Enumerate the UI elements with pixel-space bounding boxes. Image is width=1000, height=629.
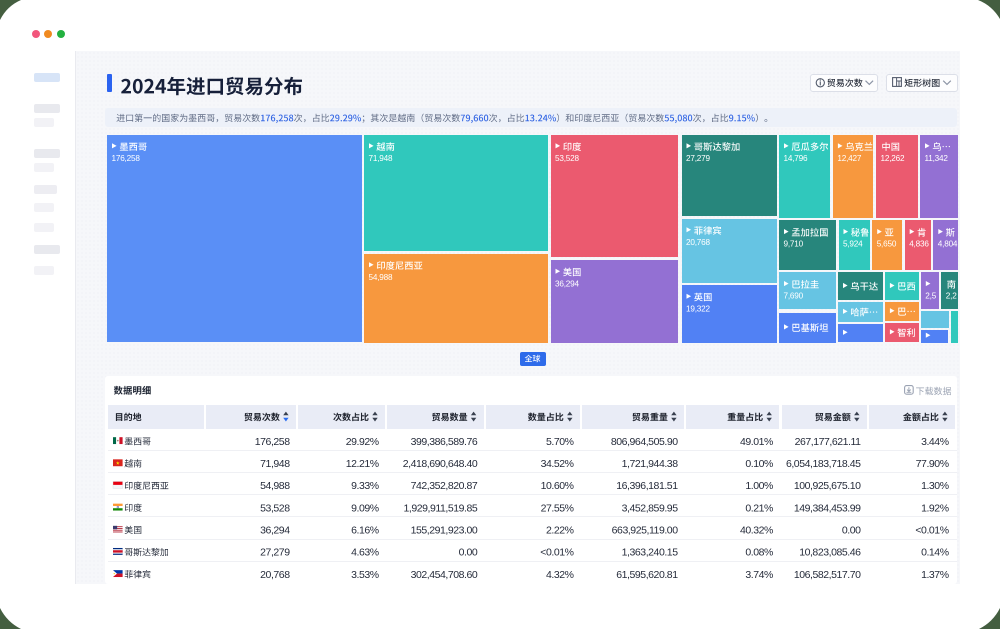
svg-text:302,454,708.60: 302,454,708.60: [411, 569, 478, 581]
svg-text:1.92%: 1.92%: [921, 502, 949, 514]
svg-text:10,823,085.46: 10,823,085.46: [799, 547, 861, 559]
svg-text:12.21%: 12.21%: [346, 458, 379, 470]
svg-text:1.00%: 1.00%: [745, 480, 773, 492]
svg-text:40.32%: 40.32%: [740, 525, 773, 537]
svg-text:4.63%: 4.63%: [351, 547, 379, 559]
svg-text:1,363,240.15: 1,363,240.15: [622, 547, 679, 559]
svg-text:2.22%: 2.22%: [546, 525, 574, 537]
svg-text:0.14%: 0.14%: [921, 547, 949, 559]
svg-text:34.52%: 34.52%: [541, 458, 574, 470]
svg-text:149,384,453.99: 149,384,453.99: [794, 502, 861, 514]
svg-text:106,582,517.70: 106,582,517.70: [794, 569, 861, 581]
svg-text:155,291,923.00: 155,291,923.00: [411, 525, 478, 537]
svg-text:36,294: 36,294: [555, 279, 579, 288]
svg-text:3,452,859.95: 3,452,859.95: [622, 502, 679, 514]
svg-text:11,342: 11,342: [925, 154, 949, 163]
svg-text:9.09%: 9.09%: [351, 502, 379, 514]
svg-text:27,279: 27,279: [260, 547, 290, 559]
svg-text:5,650: 5,650: [877, 240, 897, 249]
svg-text:176,258: 176,258: [255, 436, 290, 448]
svg-text:0.10%: 0.10%: [745, 458, 773, 470]
svg-text:2,418,690,648.40: 2,418,690,648.40: [403, 458, 478, 470]
svg-text:16,396,181.51: 16,396,181.51: [616, 480, 678, 492]
svg-text:7,690: 7,690: [784, 292, 804, 301]
svg-text:4,804: 4,804: [938, 240, 958, 249]
svg-text:71,948: 71,948: [369, 154, 393, 163]
svg-text:12,262: 12,262: [881, 154, 905, 163]
svg-text:71,948: 71,948: [260, 458, 290, 470]
svg-text:10.60%: 10.60%: [541, 480, 574, 492]
svg-text:100,925,675.10: 100,925,675.10: [794, 480, 861, 492]
svg-text:742,352,820.87: 742,352,820.87: [411, 480, 478, 492]
svg-text:19,322: 19,322: [686, 304, 710, 313]
svg-text:<0.01%: <0.01%: [540, 547, 573, 559]
svg-text:54,988: 54,988: [260, 480, 290, 492]
svg-text:9.33%: 9.33%: [351, 480, 379, 492]
svg-text:36,294: 36,294: [260, 525, 290, 537]
svg-text:29.92%: 29.92%: [346, 436, 379, 448]
svg-text:20,768: 20,768: [260, 569, 290, 581]
svg-text:53,528: 53,528: [555, 154, 579, 163]
svg-text:6,054,183,718.45: 6,054,183,718.45: [786, 458, 861, 470]
svg-text:1.30%: 1.30%: [921, 480, 949, 492]
svg-text:5.70%: 5.70%: [546, 436, 574, 448]
svg-text:1,721,944.38: 1,721,944.38: [622, 458, 679, 470]
svg-text:663,925,119.00: 663,925,119.00: [612, 525, 679, 537]
svg-text:12,427: 12,427: [837, 154, 861, 163]
svg-text:4.32%: 4.32%: [546, 569, 574, 581]
svg-text:1,929,911,519.85: 1,929,911,519.85: [404, 502, 478, 514]
svg-text:0.00: 0.00: [459, 547, 478, 559]
svg-text:399,386,589.76: 399,386,589.76: [411, 436, 478, 448]
svg-text:3.74%: 3.74%: [745, 569, 773, 581]
svg-text:53,528: 53,528: [260, 502, 290, 514]
svg-text:0.08%: 0.08%: [745, 547, 773, 559]
svg-text:27,279: 27,279: [686, 154, 710, 163]
svg-text:20,768: 20,768: [686, 238, 710, 247]
svg-text:1.37%: 1.37%: [921, 569, 949, 581]
svg-text:6.16%: 6.16%: [351, 525, 379, 537]
svg-text:61,595,620.81: 61,595,620.81: [616, 569, 678, 581]
svg-text:806,964,505.90: 806,964,505.90: [611, 436, 678, 448]
svg-text:<0.01%: <0.01%: [915, 525, 948, 537]
svg-text:49.01%: 49.01%: [740, 436, 773, 448]
svg-text:5,924: 5,924: [843, 240, 863, 249]
svg-text:0.00: 0.00: [842, 525, 861, 537]
svg-text:4,836: 4,836: [909, 240, 929, 249]
svg-text:0.21%: 0.21%: [745, 502, 773, 514]
svg-text:267,177,621.11: 267,177,621.11: [795, 436, 862, 448]
svg-text:3.53%: 3.53%: [351, 569, 379, 581]
svg-text:2,2: 2,2: [946, 292, 957, 301]
svg-text:176,258: 176,258: [112, 154, 141, 163]
svg-text:27.55%: 27.55%: [541, 502, 574, 514]
svg-text:14,796: 14,796: [784, 154, 808, 163]
svg-text:2,5: 2,5: [925, 292, 936, 301]
svg-text:3.44%: 3.44%: [921, 436, 949, 448]
svg-text:9,710: 9,710: [784, 240, 804, 249]
svg-text:77.90%: 77.90%: [916, 458, 949, 470]
svg-text:54,988: 54,988: [369, 273, 393, 282]
